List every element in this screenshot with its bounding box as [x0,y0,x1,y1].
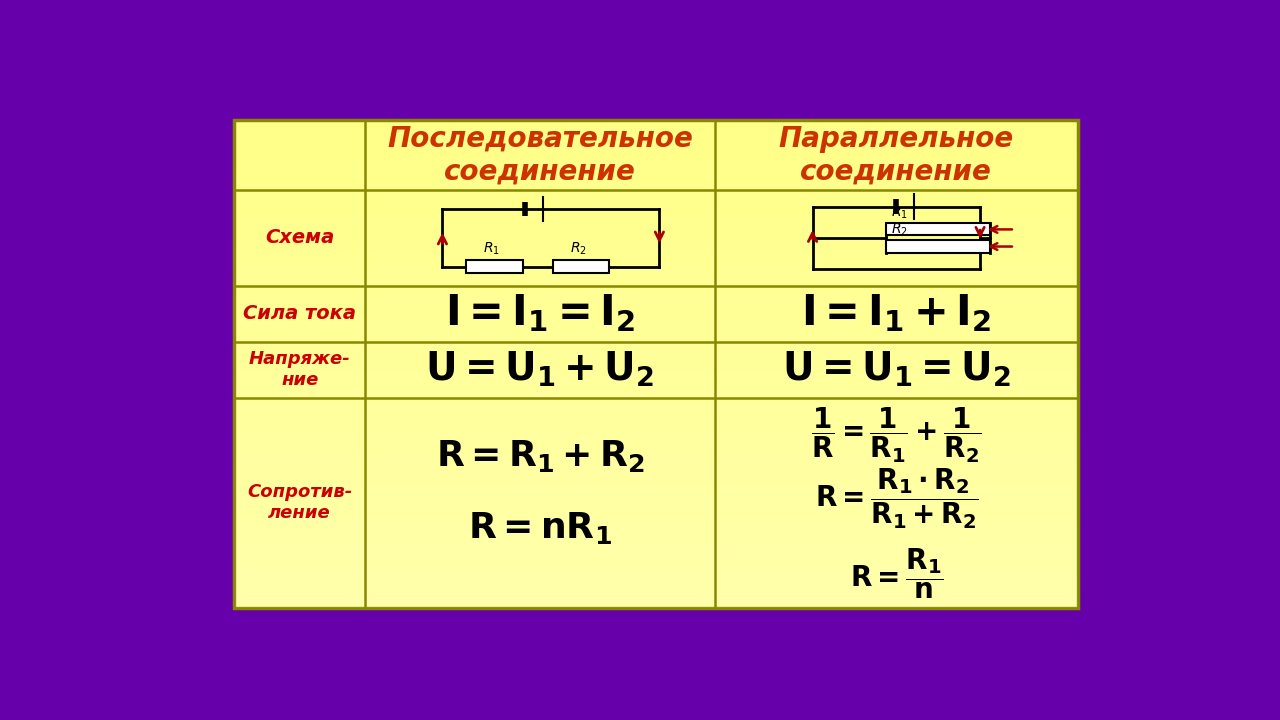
Bar [234,217,1078,225]
Bar [234,396,1078,404]
Bar [886,223,989,235]
Bar [234,120,1078,608]
Bar [234,502,1078,510]
Bar [234,242,1078,250]
Text: Сила тока: Сила тока [243,304,356,323]
Bar [234,136,1078,144]
Bar [234,266,1078,274]
Bar [234,462,1078,469]
Bar [234,347,1078,356]
Bar [234,583,1078,591]
Bar [234,526,1078,534]
Bar [234,477,1078,485]
Bar [234,388,1078,396]
Text: $\mathbf{I = I_1 + I_2}$: $\mathbf{I = I_1 + I_2}$ [801,292,992,335]
Bar [234,209,1078,217]
Text: $R_2$: $R_2$ [570,240,588,257]
Bar [234,404,1078,413]
Bar [234,356,1078,364]
Bar [234,233,1078,242]
Bar [234,437,1078,445]
Bar [234,144,1078,152]
Bar [234,152,1078,161]
Bar [234,127,1078,136]
Text: $\mathbf{U = U_1 + U_2}$: $\mathbf{U = U_1 + U_2}$ [425,350,655,390]
Text: Последовательное
соединение: Последовательное соединение [387,125,692,185]
Bar [234,551,1078,559]
Text: $\mathbf{I = I_1 = I_2}$: $\mathbf{I = I_1 = I_2}$ [445,292,635,335]
Bar [234,364,1078,372]
Bar [234,185,1078,193]
Bar [234,225,1078,233]
Bar [234,485,1078,494]
Bar [234,193,1078,201]
Text: Параллельное
соединение: Параллельное соединение [778,125,1014,185]
Text: $\mathbf{\dfrac{1}{R} = \dfrac{1}{R_1} + \dfrac{1}{R_2}}$: $\mathbf{\dfrac{1}{R} = \dfrac{1}{R_1} +… [812,406,982,465]
Bar [553,260,609,274]
Bar [234,168,1078,176]
Bar [234,323,1078,331]
Bar [234,274,1078,282]
Bar [234,176,1078,185]
Text: $\mathbf{R = \dfrac{R_1}{n}}$: $\mathbf{R = \dfrac{R_1}{n}}$ [850,546,943,601]
Text: $\mathbf{R = nR_1}$: $\mathbf{R = nR_1}$ [468,510,612,546]
Bar [234,600,1078,608]
Bar [234,420,1078,428]
Text: $\mathbf{U = U_1 = U_2}$: $\mathbf{U = U_1 = U_2}$ [782,350,1011,390]
Bar [234,575,1078,583]
Bar [234,469,1078,477]
Bar [234,428,1078,437]
Bar [234,542,1078,551]
Bar [234,559,1078,567]
Text: Сопротив-
ление: Сопротив- ление [247,483,352,522]
Bar [234,161,1078,168]
Bar [234,315,1078,323]
Bar [234,120,1078,127]
Text: $R_2$: $R_2$ [891,221,909,238]
Text: $\mathbf{R = \dfrac{R_1 \cdot R_2}{R_1 + R_2}}$: $\mathbf{R = \dfrac{R_1 \cdot R_2}{R_1 +… [814,467,978,531]
Bar [234,258,1078,266]
Bar [886,240,989,253]
Text: $R_1$: $R_1$ [484,240,500,257]
Bar [234,290,1078,299]
Bar [234,250,1078,258]
Bar [234,331,1078,339]
Bar [234,510,1078,518]
Bar [234,567,1078,575]
Bar [234,372,1078,380]
Bar [234,534,1078,542]
Bar [234,339,1078,347]
Text: Напряже-
ние: Напряже- ние [248,351,351,389]
Text: Схема: Схема [265,228,334,248]
Bar [234,591,1078,600]
Bar [234,380,1078,388]
Text: $R_1$: $R_1$ [891,204,909,220]
Bar [234,201,1078,209]
Text: $\mathbf{R = R_1 + R_2}$: $\mathbf{R = R_1 + R_2}$ [435,438,644,474]
Bar [234,307,1078,315]
Bar [234,299,1078,307]
Bar [234,518,1078,526]
Bar [466,260,522,274]
Bar [234,445,1078,453]
Bar [234,413,1078,420]
Bar [234,494,1078,502]
Bar [234,282,1078,290]
Bar [234,453,1078,462]
